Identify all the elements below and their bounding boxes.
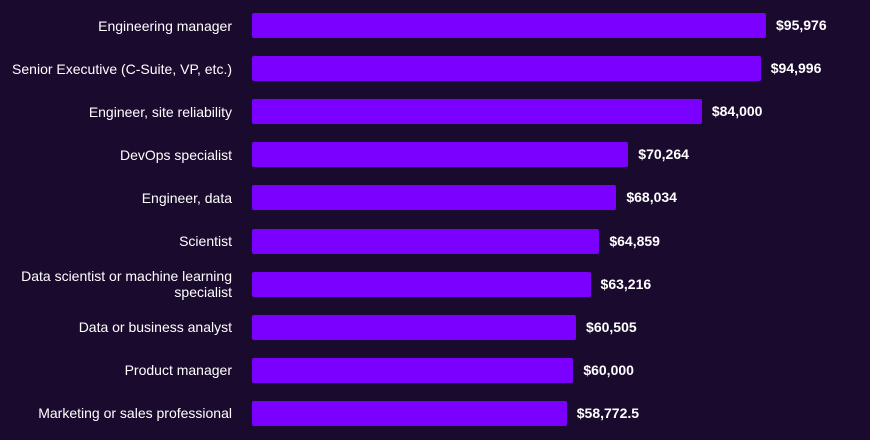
category-label: Data or business analyst xyxy=(78,319,232,336)
category-label: Senior Executive (C-Suite, VP, etc.) xyxy=(12,60,232,77)
bar xyxy=(252,400,567,426)
category-label: DevOps specialist xyxy=(119,146,232,163)
value-label: $95,976 xyxy=(776,17,827,33)
category-label: Engineer, site reliability xyxy=(88,103,232,120)
value-label: $58,772.5 xyxy=(576,404,640,421)
value-label: $94,996 xyxy=(770,60,822,77)
bar xyxy=(252,314,577,340)
bar xyxy=(252,56,761,82)
bar xyxy=(252,185,617,211)
category-label: Data scientist or machine learning speci… xyxy=(21,268,232,301)
category-label: Product manager xyxy=(124,362,232,379)
category-label: Marketing or sales professional xyxy=(38,405,232,422)
value-label: $84,000 xyxy=(711,103,763,120)
value-label: $60,505 xyxy=(586,318,637,335)
bar xyxy=(252,271,591,297)
category-label: Scientist xyxy=(179,233,232,249)
bar xyxy=(252,357,574,383)
value-label: $60,000 xyxy=(583,361,634,378)
bar xyxy=(252,142,629,168)
value-label: $70,264 xyxy=(638,146,689,163)
category-label: Engineer, data xyxy=(141,189,232,206)
category-label: Engineering manager xyxy=(98,17,232,34)
value-label: $64,859 xyxy=(609,232,660,249)
value-label: $63,216 xyxy=(600,275,652,292)
bar xyxy=(252,13,766,38)
bar xyxy=(252,99,702,125)
value-label: $68,034 xyxy=(626,189,677,206)
bar xyxy=(252,228,600,254)
